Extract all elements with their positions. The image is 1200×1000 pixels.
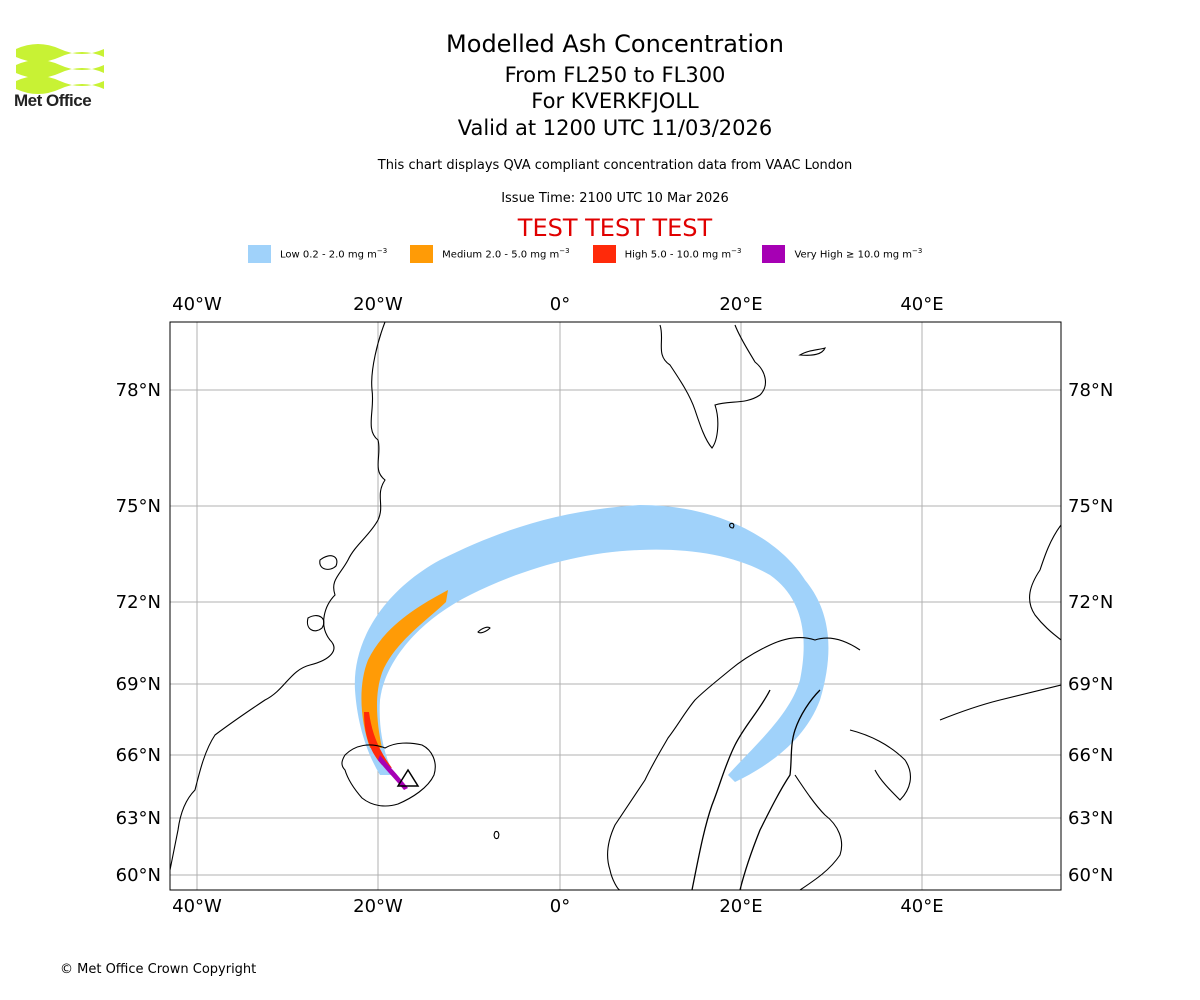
legend-label-medium: Medium 2.0 - 5.0 mg m−3 [442, 247, 570, 261]
valid-time: Valid at 1200 UTC 11/03/2026 [457, 116, 773, 140]
coastline-greenland-east-islands [306, 555, 338, 632]
volcano-marker-triangle-icon [396, 768, 420, 787]
lon-label-top: 20°E [719, 294, 762, 315]
flight-levels: From FL250 to FL300 [504, 63, 726, 87]
lon-labels-top: 40°W 20°W 0° 20°E 40°E [172, 294, 943, 315]
lon-label-top: 40°W [172, 294, 222, 315]
lat-label-right: 72°N [1068, 592, 1113, 613]
lat-label-left: 75°N [116, 496, 161, 517]
map-background [170, 322, 1061, 890]
legend: Low 0.2 - 2.0 mg m−3 Medium 2.0 - 5.0 mg… [248, 244, 922, 264]
coastline-finland [794, 774, 843, 890]
lat-labels-right: 78°N 75°N 72°N 69°N 66°N 63°N 60°N [1068, 380, 1113, 886]
lon-label-bottom: 40°W [172, 896, 222, 917]
border-norway-sweden [691, 689, 771, 890]
coastline-faroes [493, 830, 500, 840]
legend-item-very-high: Very High ≥ 10.0 mg m−3 [762, 245, 922, 263]
issue-time: Issue Time: 2100 UTC 10 Mar 2026 [501, 191, 729, 206]
lat-labels-left: 78°N 75°N 72°N 69°N 66°N 63°N 60°N [116, 380, 161, 886]
legend-swatch-very-high [762, 245, 786, 263]
lon-label-top: 40°E [900, 294, 943, 315]
coastline-svalbard-east [798, 347, 826, 356]
lon-label-bottom: 40°E [900, 896, 943, 917]
map-gridlines [170, 322, 1061, 890]
border-sweden-finland [739, 689, 821, 890]
coastline-greenland [170, 322, 386, 871]
coastlines [170, 322, 1061, 890]
coastline-iceland [341, 742, 436, 807]
lat-label-right: 66°N [1068, 745, 1113, 766]
legend-swatch-medium [410, 245, 434, 263]
met-office-logo-icon [16, 44, 104, 94]
legend-item-medium: Medium 2.0 - 5.0 mg m−3 [410, 245, 570, 263]
coastline-svalbard [659, 324, 766, 449]
test-banner: TEST TEST TEST [517, 214, 713, 242]
legend-label-low: Low 0.2 - 2.0 mg m−3 [280, 247, 388, 261]
ash-plume-high [364, 712, 392, 768]
map-frame [169, 321, 1062, 891]
coastline-bear-island [729, 522, 735, 529]
chart-title: Modelled Ash Concentration [446, 30, 784, 58]
ash-plume-low [354, 505, 829, 782]
coastline-jan-mayen [477, 626, 491, 634]
lon-label-bottom: 20°W [353, 896, 403, 917]
lat-label-right: 78°N [1068, 380, 1113, 401]
lat-label-left: 63°N [116, 808, 161, 829]
lat-label-left: 66°N [116, 745, 161, 766]
copyright-footer: © Met Office Crown Copyright [60, 962, 257, 977]
lon-label-bottom: 0° [550, 896, 570, 917]
legend-swatch-low [248, 245, 271, 263]
lon-label-top: 20°W [353, 294, 403, 315]
legend-swatch-high [592, 245, 616, 263]
lat-label-right: 60°N [1068, 865, 1113, 886]
coastline-russia-north [939, 684, 1061, 721]
lat-label-left: 60°N [116, 865, 161, 886]
logo-text: Met Office [14, 91, 92, 110]
lat-label-left: 78°N [116, 380, 161, 401]
legend-item-high: High 5.0 - 10.0 mg m−3 [592, 245, 742, 263]
lon-labels-bottom: 40°W 20°W 0° 20°E 40°E [172, 896, 943, 917]
coastline-novaya-zemlya [1029, 524, 1061, 641]
legend-label-very-high: Very High ≥ 10.0 mg m−3 [794, 247, 923, 261]
lat-label-right: 63°N [1068, 808, 1113, 829]
legend-item-low: Low 0.2 - 2.0 mg m−3 [248, 245, 387, 263]
lon-label-top: 0° [550, 294, 570, 315]
legend-label-high: High 5.0 - 10.0 mg m−3 [624, 247, 742, 261]
description: This chart displays QVA compliant concen… [377, 158, 853, 173]
lat-label-left: 72°N [116, 592, 161, 613]
lon-label-bottom: 20°E [719, 896, 762, 917]
coastline-kola [849, 729, 911, 801]
lat-label-right: 69°N [1068, 674, 1113, 695]
coastline-scandinavia [606, 636, 861, 890]
volcano-name: For KVERKFJOLL [531, 89, 699, 113]
lat-label-left: 69°N [116, 674, 161, 695]
lat-label-right: 75°N [1068, 496, 1113, 517]
